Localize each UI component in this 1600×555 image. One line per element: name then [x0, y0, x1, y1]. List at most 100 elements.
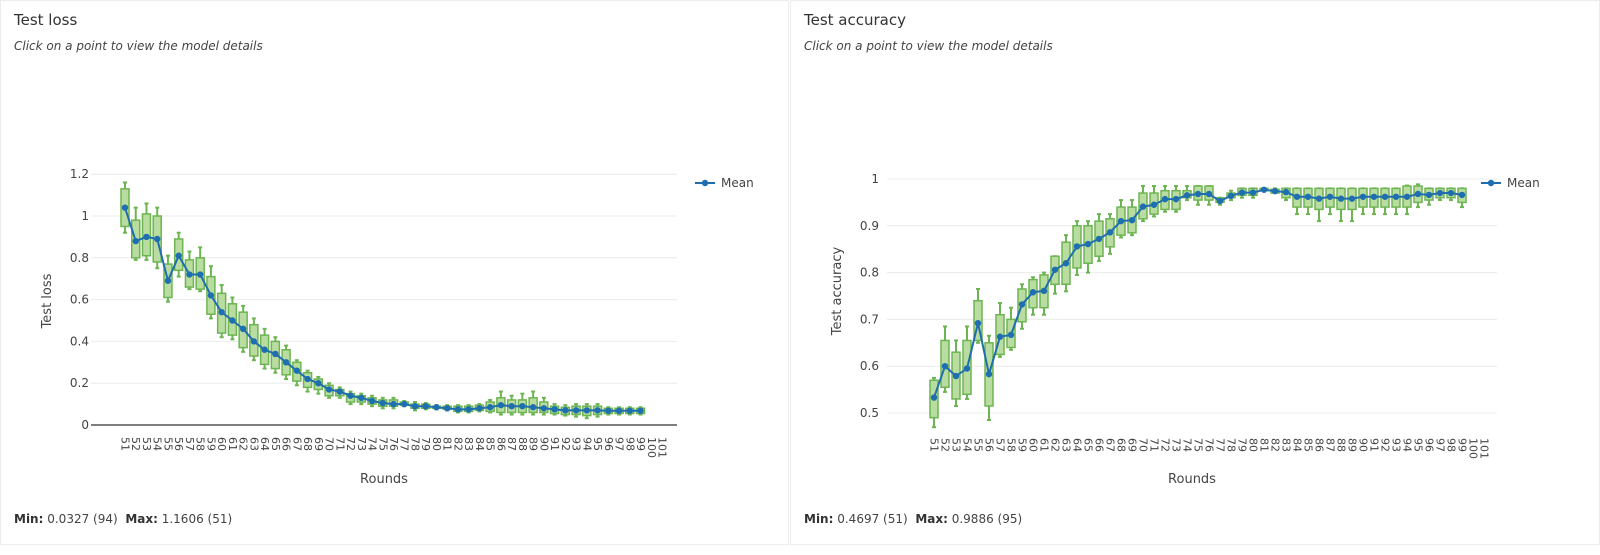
mean-point[interactable] — [1150, 201, 1158, 208]
mean-point[interactable] — [1447, 189, 1455, 197]
box-round-93[interactable] — [1391, 187, 1401, 216]
box-round-85[interactable] — [1303, 187, 1313, 216]
mean-point[interactable] — [637, 407, 644, 414]
mean-point[interactable] — [1304, 193, 1312, 200]
mean-point[interactable] — [1029, 289, 1037, 296]
mean-point[interactable] — [529, 404, 537, 411]
mean-point[interactable] — [411, 402, 419, 410]
mean-point[interactable] — [1172, 195, 1180, 203]
box-round-89[interactable] — [1347, 187, 1357, 223]
mean-point[interactable] — [1139, 203, 1147, 210]
mean-point[interactable] — [1183, 192, 1191, 199]
mean-point[interactable] — [368, 397, 376, 405]
box-round-56[interactable] — [984, 334, 994, 422]
mean-point[interactable] — [175, 252, 182, 259]
mean-point[interactable] — [1117, 217, 1125, 225]
box-round-92[interactable] — [1380, 187, 1390, 216]
mean-point[interactable] — [1414, 190, 1422, 198]
legend-label-mean[interactable]: Mean — [721, 176, 754, 190]
mean-point[interactable] — [433, 404, 440, 411]
legend[interactable]: Mean — [695, 176, 754, 190]
mean-point[interactable] — [1128, 216, 1136, 224]
mean-point[interactable] — [347, 392, 354, 399]
mean-point[interactable] — [1018, 301, 1026, 308]
mean-point[interactable] — [1073, 243, 1081, 250]
mean-point[interactable] — [1227, 192, 1235, 200]
mean-point[interactable] — [196, 271, 204, 278]
mean-point[interactable] — [1095, 235, 1103, 243]
mean-point[interactable] — [594, 407, 601, 414]
legend[interactable]: Mean — [1481, 176, 1540, 190]
mean-point[interactable] — [444, 405, 451, 412]
mean-point[interactable] — [1282, 188, 1290, 196]
mean-point[interactable] — [132, 237, 139, 245]
legend-label-mean[interactable]: Mean — [1507, 176, 1540, 190]
box-round-90[interactable] — [1358, 187, 1368, 216]
mean-point[interactable] — [996, 333, 1004, 340]
mean-point[interactable] — [315, 380, 322, 387]
box-round-58[interactable] — [195, 246, 205, 293]
mean-point[interactable] — [207, 292, 215, 299]
box-round-87[interactable] — [1325, 187, 1335, 216]
mean-point[interactable] — [282, 359, 290, 366]
mean-point[interactable] — [261, 346, 268, 353]
mean-point[interactable] — [1315, 195, 1323, 202]
mean-point[interactable] — [304, 375, 311, 383]
mean-point[interactable] — [1216, 197, 1224, 205]
mean-point[interactable] — [476, 405, 483, 412]
mean-point[interactable] — [465, 406, 472, 413]
mean-point[interactable] — [325, 386, 333, 393]
mean-point[interactable] — [615, 407, 623, 414]
mean-point[interactable] — [572, 407, 580, 414]
mean-point[interactable] — [186, 271, 193, 278]
mean-point[interactable] — [930, 394, 938, 401]
mean-point[interactable] — [1062, 260, 1070, 267]
mean-point[interactable] — [1293, 193, 1301, 200]
mean-point[interactable] — [1106, 229, 1114, 236]
box-round-52[interactable] — [940, 325, 950, 393]
mean-point[interactable] — [1238, 189, 1246, 196]
box-round-71[interactable] — [1149, 185, 1159, 218]
mean-point[interactable] — [974, 319, 982, 327]
mean-point[interactable] — [1381, 193, 1389, 200]
mean-point[interactable] — [1392, 193, 1400, 200]
mean-point[interactable] — [1084, 240, 1092, 248]
mean-point[interactable] — [605, 407, 612, 414]
mean-point[interactable] — [583, 407, 591, 414]
mean-point[interactable] — [1326, 193, 1334, 200]
mean-point[interactable] — [1040, 287, 1048, 295]
box-round-86[interactable] — [1314, 187, 1324, 223]
mean-point[interactable] — [1249, 189, 1257, 196]
mean-point[interactable] — [1051, 266, 1059, 273]
mean-point[interactable] — [1194, 190, 1202, 198]
mean-point[interactable] — [551, 406, 558, 413]
mean-point[interactable] — [508, 402, 515, 410]
box-round-54[interactable] — [962, 325, 972, 400]
mean-point[interactable] — [1205, 190, 1213, 198]
mean-point[interactable] — [229, 317, 236, 324]
mean-point[interactable] — [164, 277, 172, 284]
box-round-89[interactable] — [528, 390, 538, 416]
mean-point[interactable] — [486, 404, 494, 411]
mean-point[interactable] — [1403, 193, 1411, 200]
box-round-84[interactable] — [1292, 187, 1302, 216]
mean-point[interactable] — [626, 407, 633, 414]
mean-point[interactable] — [121, 204, 129, 211]
mean-point[interactable] — [1260, 186, 1268, 193]
mean-point[interactable] — [218, 308, 225, 316]
mean-point[interactable] — [250, 338, 258, 345]
mean-point[interactable] — [1161, 195, 1169, 203]
mean-point[interactable] — [1271, 187, 1279, 195]
mean-point[interactable] — [540, 405, 548, 412]
mean-point[interactable] — [154, 235, 161, 243]
mean-point[interactable] — [1337, 195, 1345, 202]
mean-point[interactable] — [358, 394, 365, 402]
mean-point[interactable] — [272, 350, 279, 358]
mean-point[interactable] — [401, 400, 408, 408]
mean-point[interactable] — [1348, 195, 1356, 202]
test-accuracy-chart[interactable]: 0.5 0.6 0.7 0.8 0.9 1 515253545556575859606162… — [791, 1, 1600, 501]
mean-point[interactable] — [985, 370, 993, 378]
mean-point[interactable] — [562, 407, 569, 414]
mean-point[interactable] — [1007, 331, 1015, 339]
mean-point[interactable] — [1425, 191, 1433, 199]
